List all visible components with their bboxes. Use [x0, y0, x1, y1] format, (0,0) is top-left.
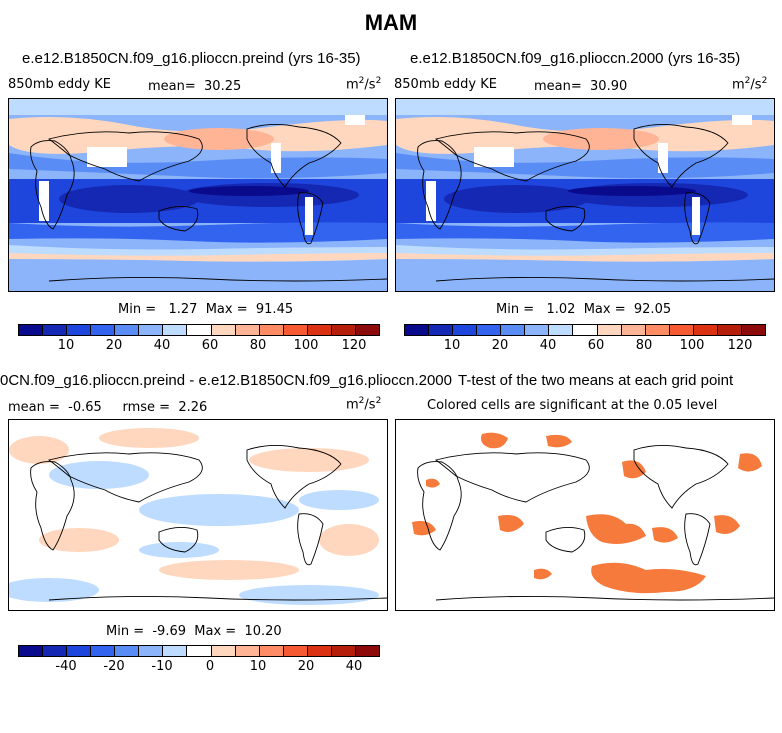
- map-2000-field: [396, 99, 774, 291]
- mean-value: 30.25: [204, 79, 242, 94]
- colorbar-swatch: [331, 325, 356, 335]
- diff-stats-readout: mean = -0.65 rmse = 2.26: [8, 400, 208, 415]
- colorbar-swatch: [91, 325, 116, 335]
- colorbar-tick-label: 60: [201, 338, 219, 353]
- colorbar-tick-label: 40: [153, 338, 171, 353]
- colorbar-swatch: [211, 325, 236, 335]
- map-preind: [8, 98, 388, 292]
- colorbar-swatch: [355, 325, 379, 335]
- colorbar-tick-label: 120: [341, 338, 367, 353]
- colorbar-tick-label: 60: [587, 338, 605, 353]
- colorbar-swatch: [307, 325, 332, 335]
- colorbar-swatch: [187, 646, 212, 656]
- mean-readout-2000: mean= 30.90: [534, 79, 628, 94]
- colorbar-swatch: [67, 325, 92, 335]
- colorbar-swatch: [283, 325, 308, 335]
- colorbar-tick-label: 20: [105, 338, 123, 353]
- colorbar-tick-label: -20: [103, 659, 125, 674]
- panel-title-difference: 0CN.f09_g16.plioccn.preind - e.e12.B1850…: [0, 372, 452, 389]
- ttest-subtitle: Colored cells are significant at the 0.0…: [427, 398, 718, 413]
- colorbar-swatch: [211, 646, 236, 656]
- colorbar-tick-label: 40: [539, 338, 557, 353]
- minmax-preind: Min = 1.27 Max = 91.45: [118, 302, 294, 317]
- mean-label: mean=: [148, 79, 196, 94]
- mean-readout-preind: mean= 30.25: [148, 79, 241, 94]
- map-ttest-field: [396, 420, 774, 610]
- colorbar-swatch: [235, 325, 260, 335]
- colorbar-swatch: [139, 646, 164, 656]
- colorbar-swatch: [19, 325, 44, 335]
- colorbar-tick-label: 40: [345, 659, 363, 674]
- colorbar-tick-label: 80: [249, 338, 267, 353]
- colorbar-tick-label: -10: [151, 659, 173, 674]
- variable-label-2000: 850mb eddy KE: [394, 77, 497, 92]
- colorbar-swatch: [501, 325, 526, 335]
- colorbar-swatch: [67, 646, 92, 656]
- variable-label-preind: 850mb eddy KE: [8, 77, 111, 92]
- colorbar-swatch: [453, 325, 478, 335]
- colorbar-swatch: [187, 325, 212, 335]
- colorbar-swatch: [549, 325, 574, 335]
- colorbar-tick-label: -40: [55, 659, 77, 674]
- panel-title-2000: e.e12.B1850CN.f09_g16.plioccn.2000 (yrs …: [410, 50, 741, 67]
- colorbar-swatch: [43, 325, 68, 335]
- colorbar-difference: [18, 645, 380, 657]
- colorbar-swatch: [19, 646, 44, 656]
- colorbar-swatch: [355, 646, 379, 656]
- colorbar-tick-label: 80: [635, 338, 653, 353]
- colorbar-swatch: [331, 646, 356, 656]
- map-difference-field: [9, 420, 387, 610]
- colorbar-swatch: [259, 646, 284, 656]
- colorbar-swatch: [477, 325, 502, 335]
- colorbar-tick-label: 10: [249, 659, 267, 674]
- colorbar-swatch: [621, 325, 646, 335]
- colorbar-swatch: [163, 325, 188, 335]
- colorbar-swatch: [597, 325, 622, 335]
- panel-title-preind: e.e12.B1850CN.f09_g16.plioccn.preind (yr…: [22, 50, 361, 67]
- units-preind: m2/s2: [346, 76, 382, 93]
- colorbar-swatch: [235, 646, 260, 656]
- colorbar-swatch: [429, 325, 454, 335]
- colorbar-swatch: [115, 325, 140, 335]
- map-2000: [395, 98, 775, 292]
- colorbar-swatch: [91, 646, 116, 656]
- colorbar-swatch: [645, 325, 670, 335]
- colorbar-swatch: [717, 325, 742, 335]
- colorbar-tick-label: 10: [443, 338, 461, 353]
- colorbar-swatch: [139, 325, 164, 335]
- map-ttest: [395, 419, 775, 611]
- colorbar-tick-label: 0: [205, 659, 215, 674]
- colorbar-tick-label: 10: [57, 338, 75, 353]
- colorbar-swatch: [573, 325, 598, 335]
- colorbar-tick-label: 100: [679, 338, 705, 353]
- colorbar-swatch: [405, 325, 430, 335]
- colorbar-tick-label: 20: [491, 338, 509, 353]
- figure-title: MAM: [364, 10, 418, 35]
- panel-title-ttest: T-test of the two means at each grid poi…: [458, 372, 734, 389]
- units-difference: m2/s2: [346, 396, 382, 413]
- colorbar-swatch: [43, 646, 68, 656]
- colorbar-swatch: [115, 646, 140, 656]
- minmax-2000: Min = 1.02 Max = 92.05: [496, 302, 672, 317]
- map-preind-field: [9, 99, 387, 291]
- colorbar-swatch: [525, 325, 550, 335]
- colorbar-swatch: [283, 646, 308, 656]
- minmax-difference: Min = -9.69 Max = 10.20: [106, 624, 282, 639]
- colorbar-tick-label: 20: [297, 659, 315, 674]
- colorbar-preind: [18, 324, 380, 336]
- colorbar-swatch: [259, 325, 284, 335]
- colorbar-swatch: [669, 325, 694, 335]
- colorbar-tick-label: 100: [293, 338, 319, 353]
- colorbar-swatch: [307, 646, 332, 656]
- colorbar-tick-label: 120: [727, 338, 753, 353]
- units-2000: m2/s2: [732, 76, 768, 93]
- colorbar-swatch: [741, 325, 765, 335]
- colorbar-swatch: [693, 325, 718, 335]
- map-difference: [8, 419, 388, 611]
- colorbar-2000: [404, 324, 766, 336]
- colorbar-swatch: [163, 646, 188, 656]
